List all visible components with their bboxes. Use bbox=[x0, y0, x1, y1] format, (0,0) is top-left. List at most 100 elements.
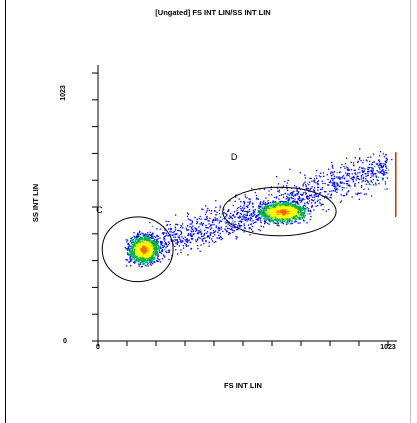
event-dot bbox=[130, 238, 132, 240]
event-dot bbox=[380, 170, 382, 172]
event-dot bbox=[142, 234, 144, 236]
event-dot bbox=[190, 241, 192, 244]
event-dot bbox=[142, 263, 144, 265]
event-dot bbox=[262, 209, 264, 212]
event-dot bbox=[149, 254, 151, 257]
event-dot bbox=[134, 240, 137, 242]
event-dot bbox=[317, 204, 319, 207]
event-dot bbox=[232, 204, 234, 207]
event-dot bbox=[156, 252, 158, 255]
event-dot bbox=[258, 206, 260, 208]
event-dot bbox=[298, 196, 300, 198]
event-dot bbox=[145, 261, 147, 263]
event-dot bbox=[316, 181, 319, 183]
event-dot bbox=[374, 172, 376, 175]
event-dot bbox=[345, 183, 348, 185]
event-dot bbox=[147, 250, 149, 252]
event-dot bbox=[275, 212, 277, 214]
event-dot bbox=[259, 204, 261, 206]
event-dot bbox=[164, 238, 166, 240]
event-dot bbox=[134, 244, 136, 247]
event-dot bbox=[294, 215, 296, 217]
event-dot bbox=[276, 216, 278, 218]
event-dot bbox=[291, 201, 293, 203]
event-dot bbox=[292, 201, 294, 203]
event-dot bbox=[292, 210, 294, 212]
event-dot bbox=[311, 180, 313, 182]
event-dot bbox=[135, 259, 137, 262]
event-dot bbox=[261, 204, 263, 206]
event-dot bbox=[382, 178, 384, 180]
event-dot bbox=[197, 238, 199, 240]
event-dot bbox=[330, 181, 332, 184]
event-dot bbox=[256, 218, 258, 220]
event-dot bbox=[246, 220, 248, 222]
event-dot bbox=[131, 250, 133, 252]
event-dot bbox=[285, 202, 287, 205]
event-dot bbox=[147, 265, 149, 267]
event-dot bbox=[157, 260, 159, 262]
event-dot bbox=[294, 214, 296, 216]
event-dot bbox=[148, 237, 151, 239]
event-dot bbox=[292, 191, 294, 193]
event-dot bbox=[259, 206, 262, 208]
event-dot bbox=[128, 244, 130, 246]
event-dot bbox=[218, 230, 220, 232]
event-dot bbox=[250, 214, 252, 216]
event-dot bbox=[319, 192, 322, 194]
event-dot bbox=[195, 239, 197, 241]
event-dot bbox=[261, 211, 263, 214]
event-dot bbox=[146, 259, 148, 262]
event-dot bbox=[243, 207, 245, 209]
event-dot bbox=[306, 182, 309, 184]
event-dot bbox=[148, 246, 151, 249]
event-dot bbox=[229, 215, 231, 217]
event-dot bbox=[334, 177, 336, 180]
event-dot bbox=[276, 210, 278, 213]
event-dot bbox=[356, 193, 359, 195]
event-dot bbox=[255, 198, 258, 200]
event-dot bbox=[188, 234, 190, 236]
event-dot bbox=[242, 210, 244, 213]
event-dot bbox=[375, 184, 377, 186]
event-dot bbox=[225, 216, 227, 218]
event-dot bbox=[263, 188, 266, 190]
event-dot bbox=[286, 216, 288, 218]
x-tick-label-max: 1023 bbox=[380, 344, 396, 351]
event-dot bbox=[372, 173, 374, 176]
event-dot bbox=[240, 201, 242, 203]
event-dot bbox=[238, 223, 240, 225]
event-dot bbox=[246, 197, 248, 199]
event-dot bbox=[145, 245, 148, 248]
event-dot bbox=[179, 238, 181, 240]
event-dot bbox=[319, 199, 321, 201]
event-dot bbox=[359, 166, 361, 168]
event-dot bbox=[131, 247, 133, 250]
event-dot bbox=[324, 190, 327, 193]
event-dot bbox=[229, 200, 231, 202]
event-dot bbox=[272, 208, 274, 210]
event-dot bbox=[301, 215, 303, 217]
event-dot bbox=[257, 217, 259, 219]
event-dot bbox=[152, 248, 155, 250]
event-dot bbox=[285, 218, 287, 220]
event-dot bbox=[382, 169, 384, 171]
event-dot bbox=[300, 206, 302, 208]
event-dot bbox=[263, 215, 266, 217]
event-dot bbox=[340, 194, 342, 196]
event-dot bbox=[313, 196, 316, 198]
event-dot bbox=[277, 213, 280, 215]
event-dot bbox=[291, 197, 293, 200]
event-dot bbox=[287, 207, 289, 209]
event-dot bbox=[242, 218, 244, 220]
event-dot bbox=[154, 243, 157, 246]
event-dot bbox=[143, 248, 146, 250]
event-dot bbox=[372, 178, 375, 181]
event-dot bbox=[297, 198, 299, 201]
event-dot bbox=[163, 237, 165, 239]
event-dot bbox=[132, 241, 134, 243]
event-dot bbox=[235, 238, 237, 240]
event-dot bbox=[384, 188, 386, 190]
event-dot bbox=[152, 258, 154, 260]
event-dot bbox=[243, 203, 245, 205]
